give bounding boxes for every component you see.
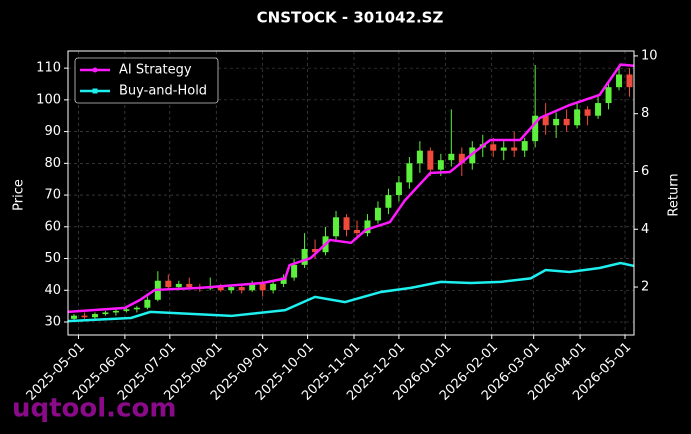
y-tick-label: 100 bbox=[36, 92, 61, 107]
candle-body bbox=[165, 280, 172, 288]
candle-body bbox=[500, 147, 507, 151]
candle-body bbox=[532, 115, 539, 142]
candle-body bbox=[574, 109, 581, 126]
plot-frame bbox=[67, 50, 635, 336]
y-tick-label: 80 bbox=[44, 156, 61, 171]
y-tick-label: 70 bbox=[44, 188, 61, 203]
candle-body bbox=[490, 144, 497, 151]
candle-body bbox=[228, 287, 235, 291]
y-tick-label: 50 bbox=[44, 251, 61, 266]
legend-marker bbox=[92, 88, 98, 94]
y2-tick-label: 4 bbox=[641, 222, 649, 237]
candle-body bbox=[91, 314, 98, 318]
candle-body bbox=[112, 310, 119, 313]
candle-body bbox=[553, 118, 560, 126]
candle-body bbox=[280, 277, 287, 284]
candle-body bbox=[249, 283, 256, 291]
y-tick-label: 110 bbox=[36, 61, 61, 76]
y2-tick-label: 8 bbox=[641, 106, 649, 121]
y-tick-label: 60 bbox=[44, 219, 61, 234]
candle-body bbox=[427, 150, 434, 170]
y2-tick-label: 10 bbox=[641, 48, 658, 63]
candle-body bbox=[144, 299, 151, 308]
chart-title: CNSTOCK - 301042.SZ bbox=[257, 9, 444, 27]
candle-body bbox=[385, 195, 392, 208]
y-axis-label: Price bbox=[12, 179, 27, 211]
y2-tick-label: 2 bbox=[641, 280, 649, 295]
candle-body bbox=[542, 115, 549, 126]
y-tick-label: 90 bbox=[44, 124, 61, 139]
candle-body bbox=[312, 249, 319, 253]
legend-label: AI Strategy bbox=[119, 63, 192, 78]
candle-body bbox=[616, 74, 623, 88]
candle-body bbox=[626, 74, 633, 88]
candle-body bbox=[259, 283, 266, 291]
candle-body bbox=[301, 249, 308, 265]
candle-body bbox=[584, 109, 591, 116]
candle-body bbox=[374, 207, 381, 221]
candle-body bbox=[123, 309, 130, 311]
candle-body bbox=[270, 283, 277, 291]
y2-axis-label: Return bbox=[667, 173, 682, 216]
candle-body bbox=[343, 217, 350, 230]
candle-body bbox=[333, 217, 340, 237]
y-tick-label: 40 bbox=[44, 283, 61, 298]
candle-body bbox=[437, 160, 444, 170]
candle-body bbox=[81, 315, 88, 318]
legend-box bbox=[74, 57, 219, 104]
line-series bbox=[67, 261, 635, 323]
candle-body bbox=[364, 220, 371, 234]
candle-body bbox=[563, 118, 570, 126]
candle-body bbox=[238, 287, 245, 291]
y-tick-label: 30 bbox=[44, 314, 61, 329]
candle-body bbox=[102, 312, 109, 315]
candle-body bbox=[448, 153, 455, 161]
watermark: uqtool.com bbox=[12, 394, 176, 424]
candle-body bbox=[175, 283, 182, 288]
candle-body bbox=[186, 283, 193, 288]
candle-body bbox=[353, 229, 360, 234]
line-series bbox=[67, 63, 635, 314]
legend-marker bbox=[92, 67, 98, 73]
candle-body bbox=[595, 103, 602, 116]
candle-body bbox=[458, 153, 465, 164]
candle-body bbox=[291, 264, 298, 278]
y2-tick-label: 6 bbox=[641, 164, 649, 179]
candle-body bbox=[406, 163, 413, 183]
candle-body bbox=[70, 315, 77, 319]
candle-body bbox=[605, 87, 612, 104]
candle-body bbox=[416, 150, 423, 164]
legend-label: Buy-and-Hold bbox=[119, 84, 207, 99]
candle-body bbox=[395, 182, 402, 196]
candle-body bbox=[133, 307, 140, 310]
candle-body bbox=[521, 141, 528, 151]
candle-body bbox=[511, 147, 518, 151]
candle-body bbox=[217, 287, 224, 291]
